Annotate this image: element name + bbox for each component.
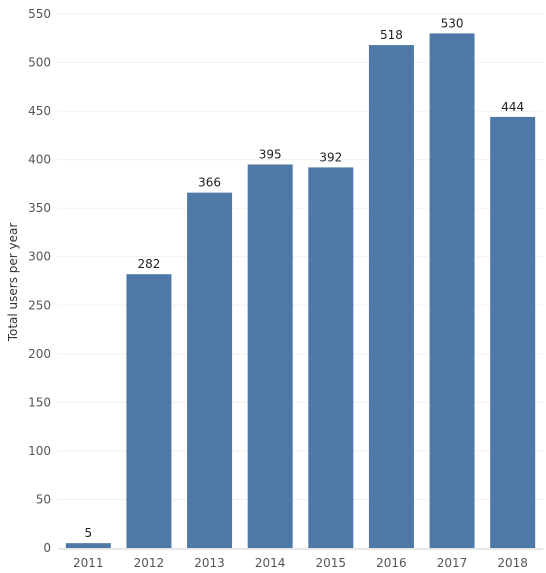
data-label-2013: 366: [198, 176, 221, 190]
x-axis-ticks: 2011 2012 2013 2014 2015 2016 2017 2018: [73, 556, 528, 570]
y-tick-label-150: 150: [28, 395, 51, 409]
y-axis-title: Total users per year: [6, 223, 20, 343]
bar-2017: [429, 33, 475, 548]
y-tick-label-250: 250: [28, 298, 51, 312]
x-tick-label-2015: 2015: [316, 556, 347, 570]
y-tick-label-200: 200: [28, 347, 51, 361]
data-label-2016: 518: [380, 28, 403, 42]
y-tick-label-100: 100: [28, 444, 51, 458]
x-tick-label-2012: 2012: [134, 556, 165, 570]
y-tick-label-300: 300: [28, 250, 51, 264]
y-tick-label-450: 450: [28, 104, 51, 118]
bar-2014: [247, 164, 293, 548]
bar-2012: [126, 274, 172, 548]
bars: [65, 33, 536, 549]
bar-2011: [65, 543, 111, 548]
y-axis-ticks: 0 50 100 150 200 250 300 350 400 450 500 550: [28, 7, 51, 555]
bar-2015: [308, 167, 354, 549]
bar-2018: [490, 116, 536, 548]
data-label-2017: 530: [441, 16, 464, 30]
bar-2013: [187, 192, 233, 548]
y-tick-label-50: 50: [36, 492, 51, 506]
data-label-2014: 395: [259, 147, 282, 161]
y-tick-label-500: 500: [28, 56, 51, 70]
data-label-2015: 392: [319, 150, 342, 164]
y-tick-label-400: 400: [28, 153, 51, 167]
bar-2016: [368, 45, 414, 548]
y-tick-label-550: 550: [28, 7, 51, 21]
y-tick-label-0: 0: [43, 541, 51, 555]
x-tick-label-2017: 2017: [437, 556, 468, 570]
x-tick-label-2013: 2013: [194, 556, 225, 570]
x-tick-label-2011: 2011: [73, 556, 104, 570]
x-tick-label-2014: 2014: [255, 556, 286, 570]
x-tick-label-2018: 2018: [497, 556, 528, 570]
y-tick-label-350: 350: [28, 201, 51, 215]
data-labels: 5 282 366 395 392 518 530 444: [84, 16, 524, 540]
data-label-2011: 5: [84, 526, 92, 540]
x-tick-label-2016: 2016: [376, 556, 407, 570]
data-label-2018: 444: [501, 100, 524, 114]
data-label-2012: 282: [137, 257, 160, 271]
